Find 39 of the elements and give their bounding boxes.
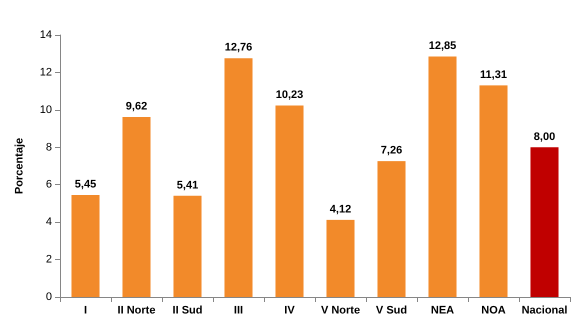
y-tick-label: 6 — [46, 178, 52, 191]
bar — [479, 85, 508, 297]
data-label: 5,41 — [176, 179, 198, 192]
y-tick-label: 0 — [46, 291, 52, 303]
data-label: 10,23 — [276, 89, 304, 102]
x-tick-label: V Norte — [320, 304, 360, 316]
bar — [173, 196, 202, 297]
x-tick-label: NEA — [430, 304, 454, 316]
x-tick-label: II Sud — [172, 304, 202, 316]
data-label: 5,45 — [74, 178, 96, 191]
x-tick-label: NOA — [481, 304, 506, 316]
bar — [71, 195, 100, 297]
y-axis-title: Porcentaje — [14, 138, 26, 194]
bar — [275, 106, 304, 297]
data-label: 9,62 — [126, 100, 148, 112]
y-tick-label: 12 — [40, 66, 52, 78]
data-label: 12,85 — [428, 40, 456, 52]
y-tick-label: 14 — [40, 29, 52, 41]
x-tick-label: V Sud — [376, 304, 408, 316]
y-tick-label: 10 — [40, 104, 52, 116]
x-tick-label: II Norte — [118, 304, 156, 316]
data-label: 11,31 — [480, 68, 507, 81]
data-label: 4,12 — [330, 203, 352, 216]
y-tick-label: 8 — [46, 141, 52, 154]
y-tick-label: 4 — [46, 216, 52, 228]
bar — [530, 147, 559, 297]
data-label: 7,26 — [380, 144, 402, 157]
bar — [428, 56, 457, 297]
data-label: 8,00 — [534, 130, 556, 143]
bar — [377, 161, 406, 297]
y-tick-label: 2 — [46, 254, 52, 266]
x-tick-label: Nacional — [522, 304, 568, 316]
data-label: 12,76 — [224, 42, 252, 54]
bar — [122, 116, 151, 297]
bar — [326, 220, 355, 297]
bar — [224, 58, 253, 297]
x-tick-label: IV — [284, 304, 296, 316]
x-tick-label: III — [234, 304, 244, 316]
x-tick-label: I — [84, 304, 88, 316]
